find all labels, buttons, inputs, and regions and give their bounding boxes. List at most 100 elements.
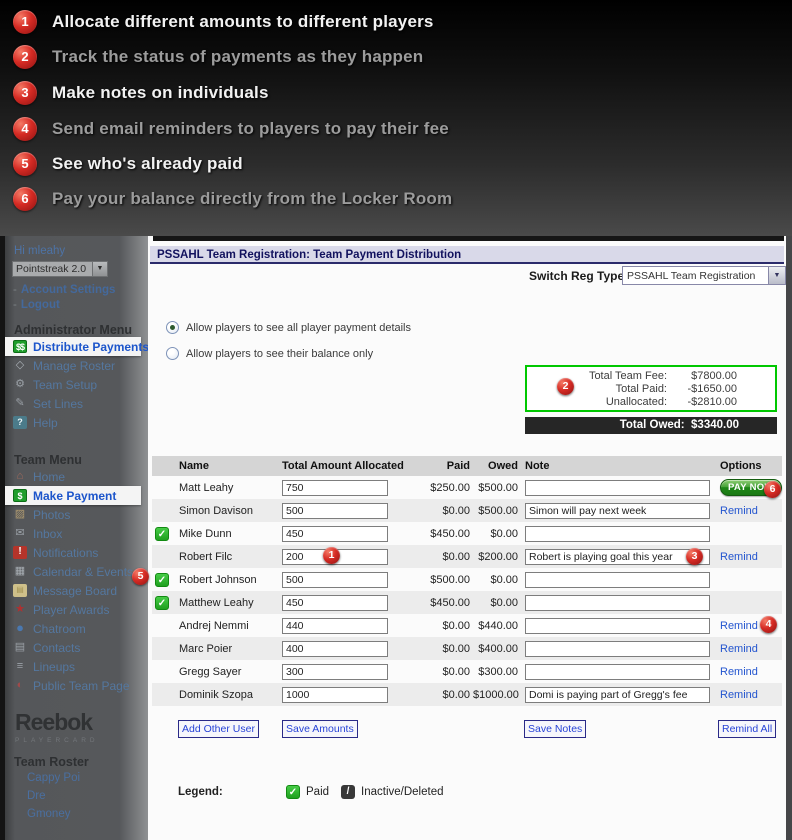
sidebar-item-message-board[interactable]: ▤ Message Board [5, 581, 148, 600]
feature-line-6: 6 Pay your balance directly from the Lock… [13, 187, 452, 211]
note-input[interactable] [525, 640, 710, 657]
player-name: Robert Filc [175, 545, 278, 568]
save-notes-button[interactable]: Save Notes [524, 720, 587, 738]
note-input[interactable] [525, 525, 710, 542]
envelope-icon: ✉ [15, 527, 25, 539]
chevron-down-icon[interactable]: ▼ [92, 262, 107, 276]
diamond-icon: ◇ [15, 359, 25, 371]
paid-value: $0.00 [428, 545, 473, 568]
legend-inactive-label: Inactive/Deleted [361, 786, 444, 798]
add-other-user-button[interactable]: Add Other User [178, 720, 259, 738]
sidebar-item-team-setup[interactable]: ⚙ Team Setup [5, 375, 148, 394]
logout-link[interactable]: - Logout [13, 298, 60, 311]
paid-value: $500.00 [430, 573, 470, 586]
amount-input[interactable] [282, 640, 388, 657]
radio-balance-only[interactable] [166, 347, 179, 360]
feature-text: Make notes on individuals [52, 83, 269, 102]
sidebar-item-notifications[interactable]: ! Notifications [5, 543, 148, 562]
callout-badge-1: 1 [323, 547, 340, 564]
total-fee-label: Total Team Fee: [588, 370, 667, 382]
feature-line-3: 3 Make notes on individuals [13, 81, 269, 105]
note-input[interactable] [525, 663, 710, 680]
amount-input[interactable] [282, 617, 388, 634]
note-input[interactable] [525, 502, 710, 519]
bullet-dash: - [13, 283, 17, 296]
note-input[interactable] [525, 479, 710, 496]
remind-link[interactable]: Remind [720, 642, 758, 655]
note-input[interactable] [525, 594, 710, 611]
switch-reg-type-label: Switch Reg Type [529, 269, 625, 283]
owed-column-header: Owed [473, 456, 521, 476]
sidebar-item-label: Set Lines [33, 396, 84, 411]
amount-input[interactable] [282, 663, 388, 680]
sidebar-item-distribute-payments[interactable]: $$ Distribute Payments [5, 337, 149, 356]
feature-number-badge: 2 [13, 45, 37, 69]
sidebar-item-calendar-events[interactable]: ▦ Calendar & Events [5, 562, 148, 581]
sidebar-item-lineups[interactable]: ≡ Lineups [5, 657, 148, 676]
unallocated-label: Unallocated: [605, 396, 667, 408]
paid-status-cell: ✓ [152, 568, 175, 591]
note-cell [521, 591, 716, 614]
roster-player-link[interactable]: Dre [27, 790, 46, 802]
save-amounts-button[interactable]: Save Amounts [282, 720, 358, 738]
sidebar-item-chatroom[interactable]: ● Chatroom [5, 619, 148, 638]
note-cell [521, 683, 716, 706]
remind-link[interactable]: Remind [720, 550, 758, 563]
account-settings-link[interactable]: - Account Settings [13, 283, 116, 296]
sidebar-item-manage-roster[interactable]: ◇ Manage Roster [5, 356, 148, 375]
reg-type-select[interactable]: PSSAHL Team Registration ▼ [622, 266, 786, 285]
amount-input[interactable] [282, 525, 388, 542]
sidebar-item-home[interactable]: ⌂ Home [5, 467, 148, 486]
amount-cell [278, 522, 428, 545]
options-cell [716, 522, 782, 545]
note-input[interactable] [525, 686, 710, 703]
sidebar-item-contacts[interactable]: ▤ Contacts [5, 638, 148, 657]
roster-player-link[interactable]: Cappy Poi [27, 772, 81, 784]
feature-banner: 1 Allocate different amounts to different… [0, 0, 792, 236]
remind-link[interactable]: Remind [720, 504, 758, 517]
remind-all-button[interactable]: Remind All [718, 720, 777, 738]
remind-link[interactable]: Remind [720, 665, 758, 678]
payment-table: Name Total Amount Allocated Paid Owed No… [152, 456, 782, 706]
amount-input[interactable] [282, 594, 388, 611]
sidebar-item-set-lines[interactable]: ✎ Set Lines [5, 394, 148, 413]
sidebar-item-player-awards[interactable]: ★ Player Awards [5, 600, 148, 619]
amount-input[interactable] [282, 502, 388, 519]
amount-cell [278, 476, 428, 499]
sidebar-item-public-team-page[interactable]: ◐ Public Team Page [5, 676, 148, 695]
owed-value: $500.00 [478, 481, 518, 494]
note-input[interactable] [525, 548, 710, 565]
bullet-dash: - [13, 298, 17, 311]
product-select[interactable]: Pointstreak 2.0 ▼ [12, 261, 108, 277]
sidebar-item-make-payment[interactable]: $ Make Payment [5, 486, 141, 505]
remind-link[interactable]: Remind [720, 688, 758, 701]
sidebar-item-label: Lineups [33, 659, 76, 674]
note-input[interactable] [525, 617, 710, 634]
amount-input[interactable] [282, 479, 388, 496]
reg-type-select-value: PSSAHL Team Registration [627, 270, 756, 282]
remind-link[interactable]: Remind [720, 619, 758, 632]
feature-line-5: 5 See who's already paid [13, 152, 243, 176]
callout-badge-4: 4 [760, 616, 777, 633]
amount-input[interactable] [282, 571, 388, 588]
paid-status-cell [152, 545, 175, 568]
team-menu-header: Team Menu [14, 453, 82, 467]
note-cell [521, 614, 716, 637]
amount-input[interactable] [282, 686, 388, 703]
owed-value: $400.00 [473, 637, 521, 660]
note-icon: ▤ [13, 584, 27, 597]
sidebar-item-photos[interactable]: ▨ Photos [5, 505, 148, 524]
player-name: Robert Johnson [179, 573, 257, 586]
chevron-down-icon[interactable]: ▼ [768, 267, 785, 284]
options-cell: Remind [716, 637, 782, 660]
roster-player-link[interactable]: Gmoney [27, 808, 71, 820]
total-paid-value: -$1650.00 [687, 383, 737, 395]
radio-all-details[interactable] [166, 321, 179, 334]
product-select-value: Pointstreak 2.0 [16, 263, 87, 275]
sidebar-item-help[interactable]: ? Help [5, 413, 148, 432]
alert-icon: ! [13, 546, 27, 559]
owed-value: $300.00 [478, 665, 518, 678]
player-name: Mike Dunn [179, 527, 232, 540]
note-input[interactable] [525, 571, 710, 588]
sidebar-item-inbox[interactable]: ✉ Inbox [5, 524, 148, 543]
